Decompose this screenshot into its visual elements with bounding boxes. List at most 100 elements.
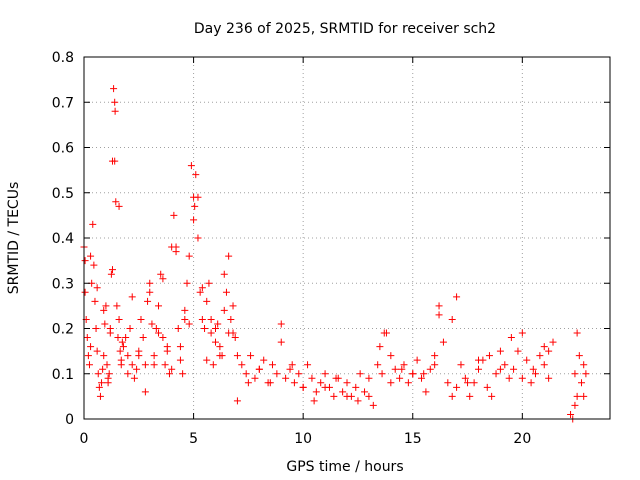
x-tick-labels: 0 5 10 15 20 [80,431,532,447]
data-point [116,347,124,355]
data-point [266,379,274,387]
data-point [111,107,119,115]
y-tick-label: 0.6 [52,141,74,157]
data-point [139,334,147,342]
y-axis-label: SRMTID / TECUs [6,182,22,295]
data-point [96,392,104,400]
data-point [483,383,491,391]
data-point [470,379,478,387]
data-point [233,352,241,360]
data-point [87,343,95,351]
data-point [573,392,581,400]
data-point [531,370,539,378]
data-point [496,365,504,373]
data-point [111,157,119,165]
data-point [135,352,143,360]
data-point [84,352,92,360]
data-point [220,306,228,314]
y-tick-label: 0.8 [52,50,74,66]
data-point [122,334,130,342]
y-tick-label: 0.3 [52,276,74,292]
data-point [308,374,316,382]
data-point [242,370,250,378]
data-point [130,374,138,382]
data-point [90,261,98,269]
data-point [100,306,108,314]
data-point [310,397,318,405]
data-point [124,352,132,360]
data-point [212,338,219,346]
data-point [343,379,351,387]
data-point [507,334,515,342]
data-point [317,379,325,387]
data-point [361,388,369,396]
data-point [95,383,103,391]
data-point [567,410,575,418]
data-point [174,325,182,332]
data-point [114,334,122,342]
data-point [457,361,465,369]
data-point [286,365,294,373]
data-point [185,252,193,260]
data-point [118,338,126,346]
data-point [277,338,285,346]
data-point [295,370,303,378]
data-point [91,297,99,305]
y-tick-label: 0 [65,412,74,428]
data-point [203,297,211,305]
data-point [113,302,121,310]
data-point [378,370,386,378]
data-point [87,252,95,260]
data-point [227,315,235,323]
data-point [115,202,123,210]
data-point [183,279,191,287]
data-point [475,356,482,364]
data-point [571,370,579,378]
data-point [431,352,439,360]
data-point [137,315,145,323]
grid [84,57,610,419]
data-point [409,370,417,378]
data-point [448,315,456,323]
data-point [321,383,329,391]
data-point [387,379,395,387]
data-point [179,370,187,378]
y-tick-labels: 0 0.1 0.2 0.3 0.4 0.5 0.6 0.7 0.8 [52,50,74,428]
data-point [496,347,504,355]
data-point [207,315,215,323]
x-axis-label: GPS time / hours [286,459,403,475]
data-point [220,270,228,278]
data-point [290,379,298,387]
data-point [545,374,553,382]
data-point [580,361,588,369]
data-point [580,392,588,400]
data-point [396,374,404,382]
data-point [112,198,120,206]
data-point [571,401,579,409]
data-point [573,329,581,337]
data-point [527,379,535,387]
data-point [431,361,439,369]
data-point [453,383,461,391]
data-point [251,374,259,382]
data-point [540,361,548,369]
data-point [222,288,230,296]
data-point [356,370,364,378]
data-point [343,392,351,400]
data-point [418,374,426,382]
data-point [141,361,149,369]
data-point [330,392,338,400]
data-point [98,379,106,387]
data-point [255,365,263,373]
data-point [155,302,163,310]
data-point [93,347,101,355]
x-tick-label: 15 [404,431,422,447]
data-point [299,383,307,391]
data-point [461,374,469,382]
data-point [117,356,125,364]
data-point [152,325,160,332]
data-point [165,370,173,378]
x-tick-label: 0 [80,431,89,447]
data-point [365,392,373,400]
data-point [233,397,241,405]
